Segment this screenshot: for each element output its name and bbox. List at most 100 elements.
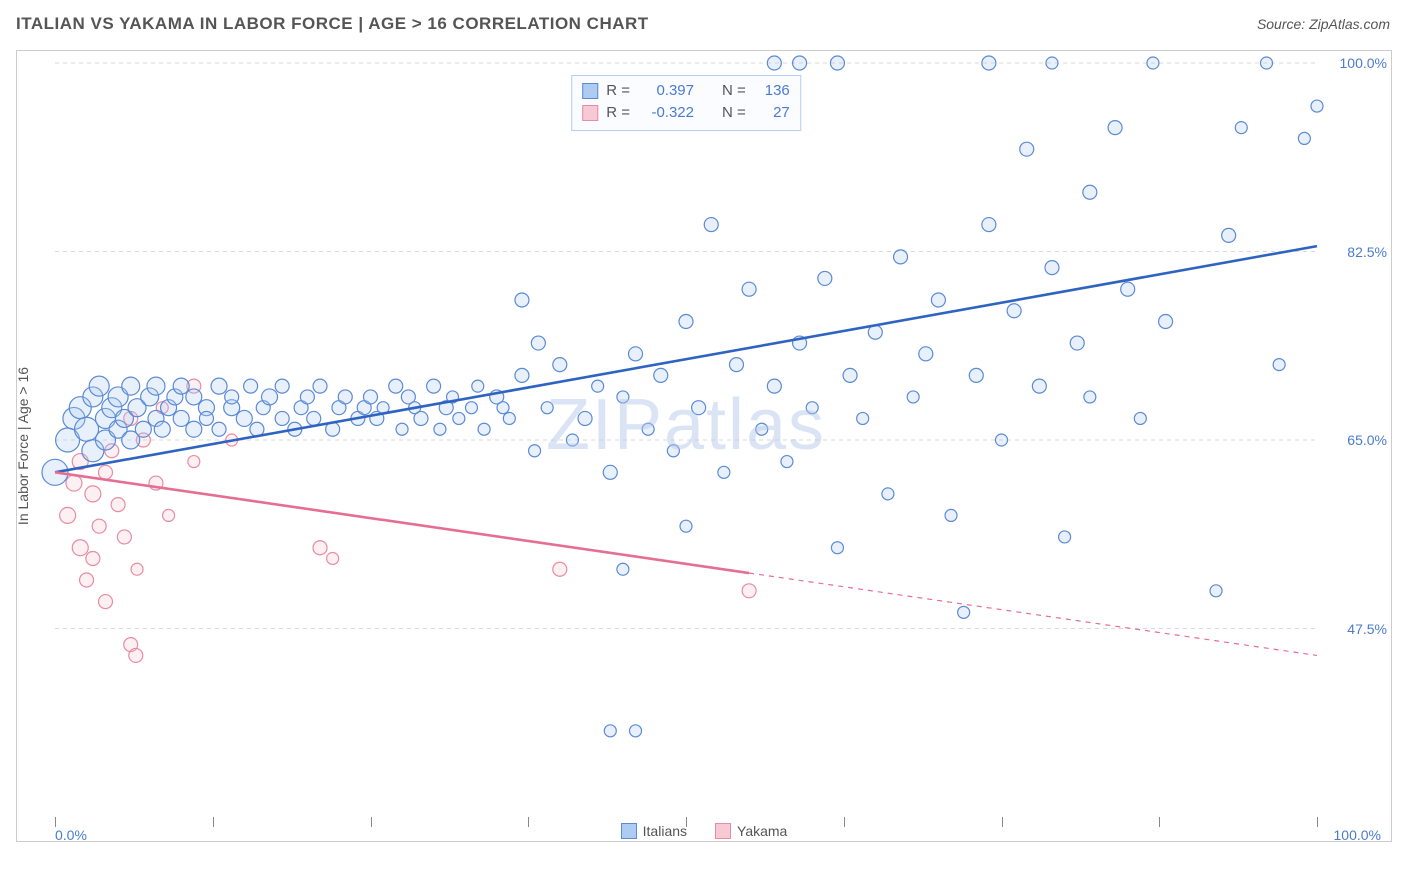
scatter-point-yakama[interactable]	[131, 563, 143, 575]
scatter-point-italians[interactable]	[680, 520, 692, 532]
scatter-point-italians[interactable]	[135, 421, 151, 437]
scatter-point-yakama[interactable]	[742, 584, 756, 598]
scatter-point-italians[interactable]	[1083, 185, 1097, 199]
scatter-point-italians[interactable]	[236, 410, 252, 426]
scatter-point-italians[interactable]	[154, 421, 170, 437]
scatter-point-yakama[interactable]	[80, 573, 94, 587]
scatter-point-italians[interactable]	[300, 390, 314, 404]
scatter-point-italians[interactable]	[882, 488, 894, 500]
scatter-point-italians[interactable]	[531, 336, 545, 350]
scatter-point-yakama[interactable]	[188, 456, 200, 468]
scatter-point-italians[interactable]	[1235, 122, 1247, 134]
scatter-point-italians[interactable]	[478, 423, 490, 435]
scatter-point-italians[interactable]	[275, 379, 289, 393]
scatter-point-italians[interactable]	[982, 218, 996, 232]
scatter-point-italians[interactable]	[1134, 412, 1146, 424]
scatter-point-italians[interactable]	[843, 368, 857, 382]
scatter-point-italians[interactable]	[427, 379, 441, 393]
scatter-point-italians[interactable]	[364, 390, 378, 404]
scatter-point-italians[interactable]	[275, 411, 289, 425]
scatter-point-italians[interactable]	[1007, 304, 1021, 318]
scatter-point-italians[interactable]	[1045, 261, 1059, 275]
scatter-point-italians[interactable]	[1020, 142, 1034, 156]
scatter-point-italians[interactable]	[592, 380, 604, 392]
scatter-point-italians[interactable]	[465, 402, 477, 414]
scatter-point-italians[interactable]	[453, 412, 465, 424]
scatter-point-yakama[interactable]	[98, 465, 112, 479]
scatter-point-italians[interactable]	[756, 423, 768, 435]
scatter-point-italians[interactable]	[958, 606, 970, 618]
scatter-point-yakama[interactable]	[313, 541, 327, 555]
scatter-point-italians[interactable]	[199, 411, 213, 425]
scatter-point-italians[interactable]	[75, 417, 99, 441]
scatter-point-italians[interactable]	[396, 423, 408, 435]
scatter-point-italians[interactable]	[147, 377, 165, 395]
scatter-point-italians[interactable]	[497, 402, 509, 414]
scatter-point-italians[interactable]	[307, 411, 321, 425]
scatter-point-italians[interactable]	[1222, 228, 1236, 242]
scatter-point-italians[interactable]	[679, 315, 693, 329]
scatter-point-italians[interactable]	[1084, 391, 1096, 403]
scatter-point-italians[interactable]	[767, 56, 781, 70]
scatter-point-italians[interactable]	[515, 293, 529, 307]
scatter-point-italians[interactable]	[818, 271, 832, 285]
scatter-point-italians[interactable]	[654, 368, 668, 382]
scatter-point-italians[interactable]	[894, 250, 908, 264]
scatter-point-italians[interactable]	[186, 421, 202, 437]
scatter-point-italians[interactable]	[857, 412, 869, 424]
scatter-point-italians[interactable]	[617, 563, 629, 575]
scatter-point-italians[interactable]	[667, 445, 679, 457]
scatter-point-italians[interactable]	[262, 389, 278, 405]
scatter-point-italians[interactable]	[630, 725, 642, 737]
scatter-point-italians[interactable]	[781, 456, 793, 468]
scatter-point-italians[interactable]	[503, 412, 515, 424]
scatter-point-italians[interactable]	[338, 390, 352, 404]
scatter-point-italians[interactable]	[982, 56, 996, 70]
scatter-point-yakama[interactable]	[66, 475, 82, 491]
scatter-point-italians[interactable]	[1210, 585, 1222, 597]
scatter-point-italians[interactable]	[212, 422, 226, 436]
scatter-point-italians[interactable]	[629, 347, 643, 361]
scatter-point-italians[interactable]	[1311, 100, 1323, 112]
scatter-point-italians[interactable]	[742, 282, 756, 296]
scatter-point-italians[interactable]	[553, 358, 567, 372]
scatter-point-italians[interactable]	[1147, 57, 1159, 69]
scatter-point-italians[interactable]	[541, 402, 553, 414]
scatter-point-yakama[interactable]	[553, 562, 567, 576]
scatter-point-italians[interactable]	[704, 218, 718, 232]
scatter-point-italians[interactable]	[1273, 359, 1285, 371]
scatter-point-italians[interactable]	[1159, 315, 1173, 329]
scatter-point-italians[interactable]	[1121, 282, 1135, 296]
scatter-point-italians[interactable]	[515, 368, 529, 382]
scatter-point-italians[interactable]	[604, 725, 616, 737]
scatter-point-italians[interactable]	[173, 378, 189, 394]
scatter-point-italians[interactable]	[1108, 121, 1122, 135]
scatter-point-italians[interactable]	[1046, 57, 1058, 69]
scatter-point-italians[interactable]	[1298, 132, 1310, 144]
scatter-point-italians[interactable]	[566, 434, 578, 446]
scatter-point-italians[interactable]	[529, 445, 541, 457]
scatter-point-italians[interactable]	[313, 379, 327, 393]
scatter-point-yakama[interactable]	[129, 648, 143, 662]
scatter-point-yakama[interactable]	[85, 486, 101, 502]
scatter-point-italians[interactable]	[389, 379, 403, 393]
scatter-point-italians[interactable]	[806, 402, 818, 414]
scatter-point-italians[interactable]	[173, 410, 189, 426]
scatter-point-italians[interactable]	[931, 293, 945, 307]
scatter-point-italians[interactable]	[718, 466, 730, 478]
scatter-point-yakama[interactable]	[117, 530, 131, 544]
scatter-point-italians[interactable]	[996, 434, 1008, 446]
scatter-point-italians[interactable]	[831, 542, 843, 554]
scatter-point-italians[interactable]	[907, 391, 919, 403]
scatter-point-italians[interactable]	[945, 509, 957, 521]
scatter-point-italians[interactable]	[642, 423, 654, 435]
scatter-point-yakama[interactable]	[86, 551, 100, 565]
scatter-point-italians[interactable]	[830, 56, 844, 70]
scatter-point-yakama[interactable]	[72, 540, 88, 556]
scatter-point-italians[interactable]	[603, 465, 617, 479]
scatter-point-italians[interactable]	[1032, 379, 1046, 393]
scatter-point-yakama[interactable]	[98, 595, 112, 609]
scatter-point-italians[interactable]	[1261, 57, 1273, 69]
scatter-point-italians[interactable]	[692, 401, 706, 415]
scatter-point-italians[interactable]	[225, 390, 239, 404]
